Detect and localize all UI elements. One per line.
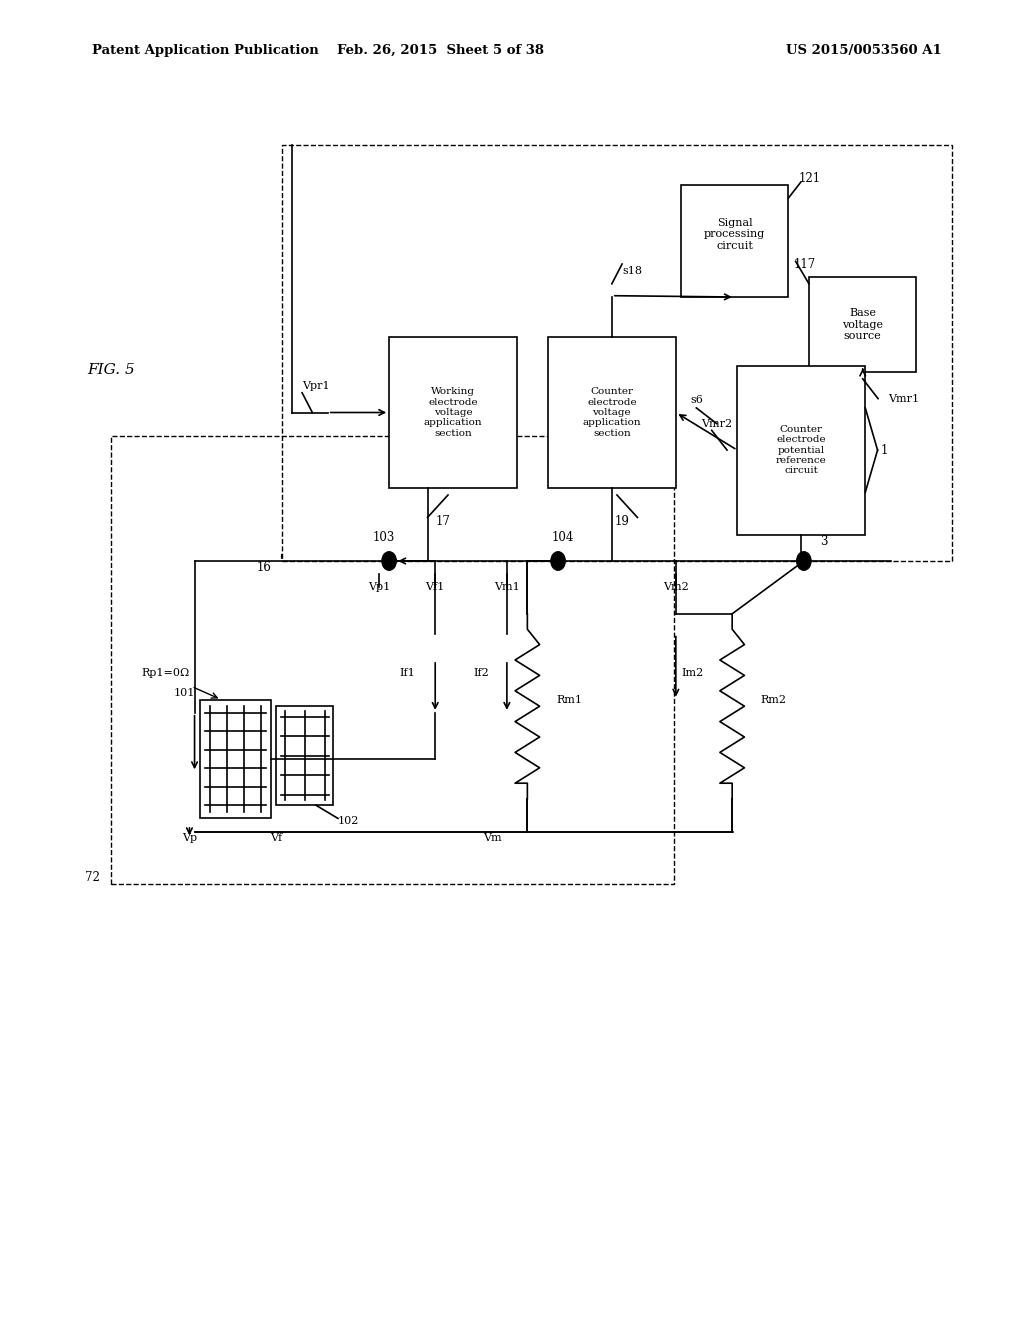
Text: Rm1: Rm1 bbox=[556, 694, 582, 705]
Text: 102: 102 bbox=[338, 816, 359, 826]
Text: 16: 16 bbox=[256, 561, 271, 574]
Bar bbox=[681, 185, 788, 297]
Bar bbox=[548, 337, 676, 488]
Text: s18: s18 bbox=[623, 265, 642, 276]
Text: 1: 1 bbox=[881, 444, 888, 457]
Text: Vpr1: Vpr1 bbox=[302, 381, 330, 391]
Text: If1: If1 bbox=[399, 668, 415, 678]
Text: 19: 19 bbox=[614, 515, 630, 528]
Text: Counter
electrode
voltage
application
section: Counter electrode voltage application se… bbox=[583, 387, 641, 438]
Text: Vm1: Vm1 bbox=[494, 582, 520, 593]
Text: Base
voltage
source: Base voltage source bbox=[842, 308, 884, 342]
Text: Working
electrode
voltage
application
section: Working electrode voltage application se… bbox=[424, 387, 482, 438]
Circle shape bbox=[382, 552, 396, 570]
Text: If2: If2 bbox=[474, 668, 489, 678]
Text: Vp1: Vp1 bbox=[368, 582, 390, 593]
Text: Vf1: Vf1 bbox=[426, 582, 444, 593]
Text: 101: 101 bbox=[173, 688, 195, 698]
Bar bbox=[276, 706, 333, 805]
Text: Signal
processing
circuit: Signal processing circuit bbox=[705, 218, 765, 251]
Bar bbox=[737, 366, 865, 535]
Text: Rp1=0Ω: Rp1=0Ω bbox=[141, 668, 189, 678]
Circle shape bbox=[797, 552, 811, 570]
Text: 17: 17 bbox=[435, 515, 451, 528]
Text: 121: 121 bbox=[799, 172, 821, 185]
Bar bbox=[111, 436, 674, 884]
Circle shape bbox=[551, 552, 565, 570]
Text: 3: 3 bbox=[820, 535, 828, 548]
Bar bbox=[389, 337, 517, 488]
Text: s6: s6 bbox=[690, 395, 702, 405]
Bar bbox=[282, 145, 952, 561]
Text: Rm2: Rm2 bbox=[761, 694, 786, 705]
Text: FIG. 5: FIG. 5 bbox=[87, 363, 135, 376]
Text: 117: 117 bbox=[794, 257, 816, 271]
Text: Vm: Vm bbox=[483, 833, 502, 843]
Text: Patent Application Publication: Patent Application Publication bbox=[92, 44, 318, 57]
Text: 103: 103 bbox=[373, 531, 395, 544]
Text: Vp: Vp bbox=[182, 833, 197, 843]
Text: 72: 72 bbox=[85, 871, 100, 884]
Text: 104: 104 bbox=[552, 531, 574, 544]
Text: Vm2: Vm2 bbox=[663, 582, 689, 593]
Text: US 2015/0053560 A1: US 2015/0053560 A1 bbox=[786, 44, 942, 57]
Text: Vmr1: Vmr1 bbox=[889, 393, 920, 404]
Text: Counter
electrode
potential
reference
circuit: Counter electrode potential reference ci… bbox=[776, 425, 826, 475]
Bar bbox=[200, 700, 271, 818]
Text: Im2: Im2 bbox=[681, 668, 703, 678]
Text: Feb. 26, 2015  Sheet 5 of 38: Feb. 26, 2015 Sheet 5 of 38 bbox=[337, 44, 544, 57]
Text: Vf: Vf bbox=[270, 833, 283, 843]
Bar bbox=[809, 277, 916, 372]
Text: Vmr2: Vmr2 bbox=[701, 418, 732, 429]
